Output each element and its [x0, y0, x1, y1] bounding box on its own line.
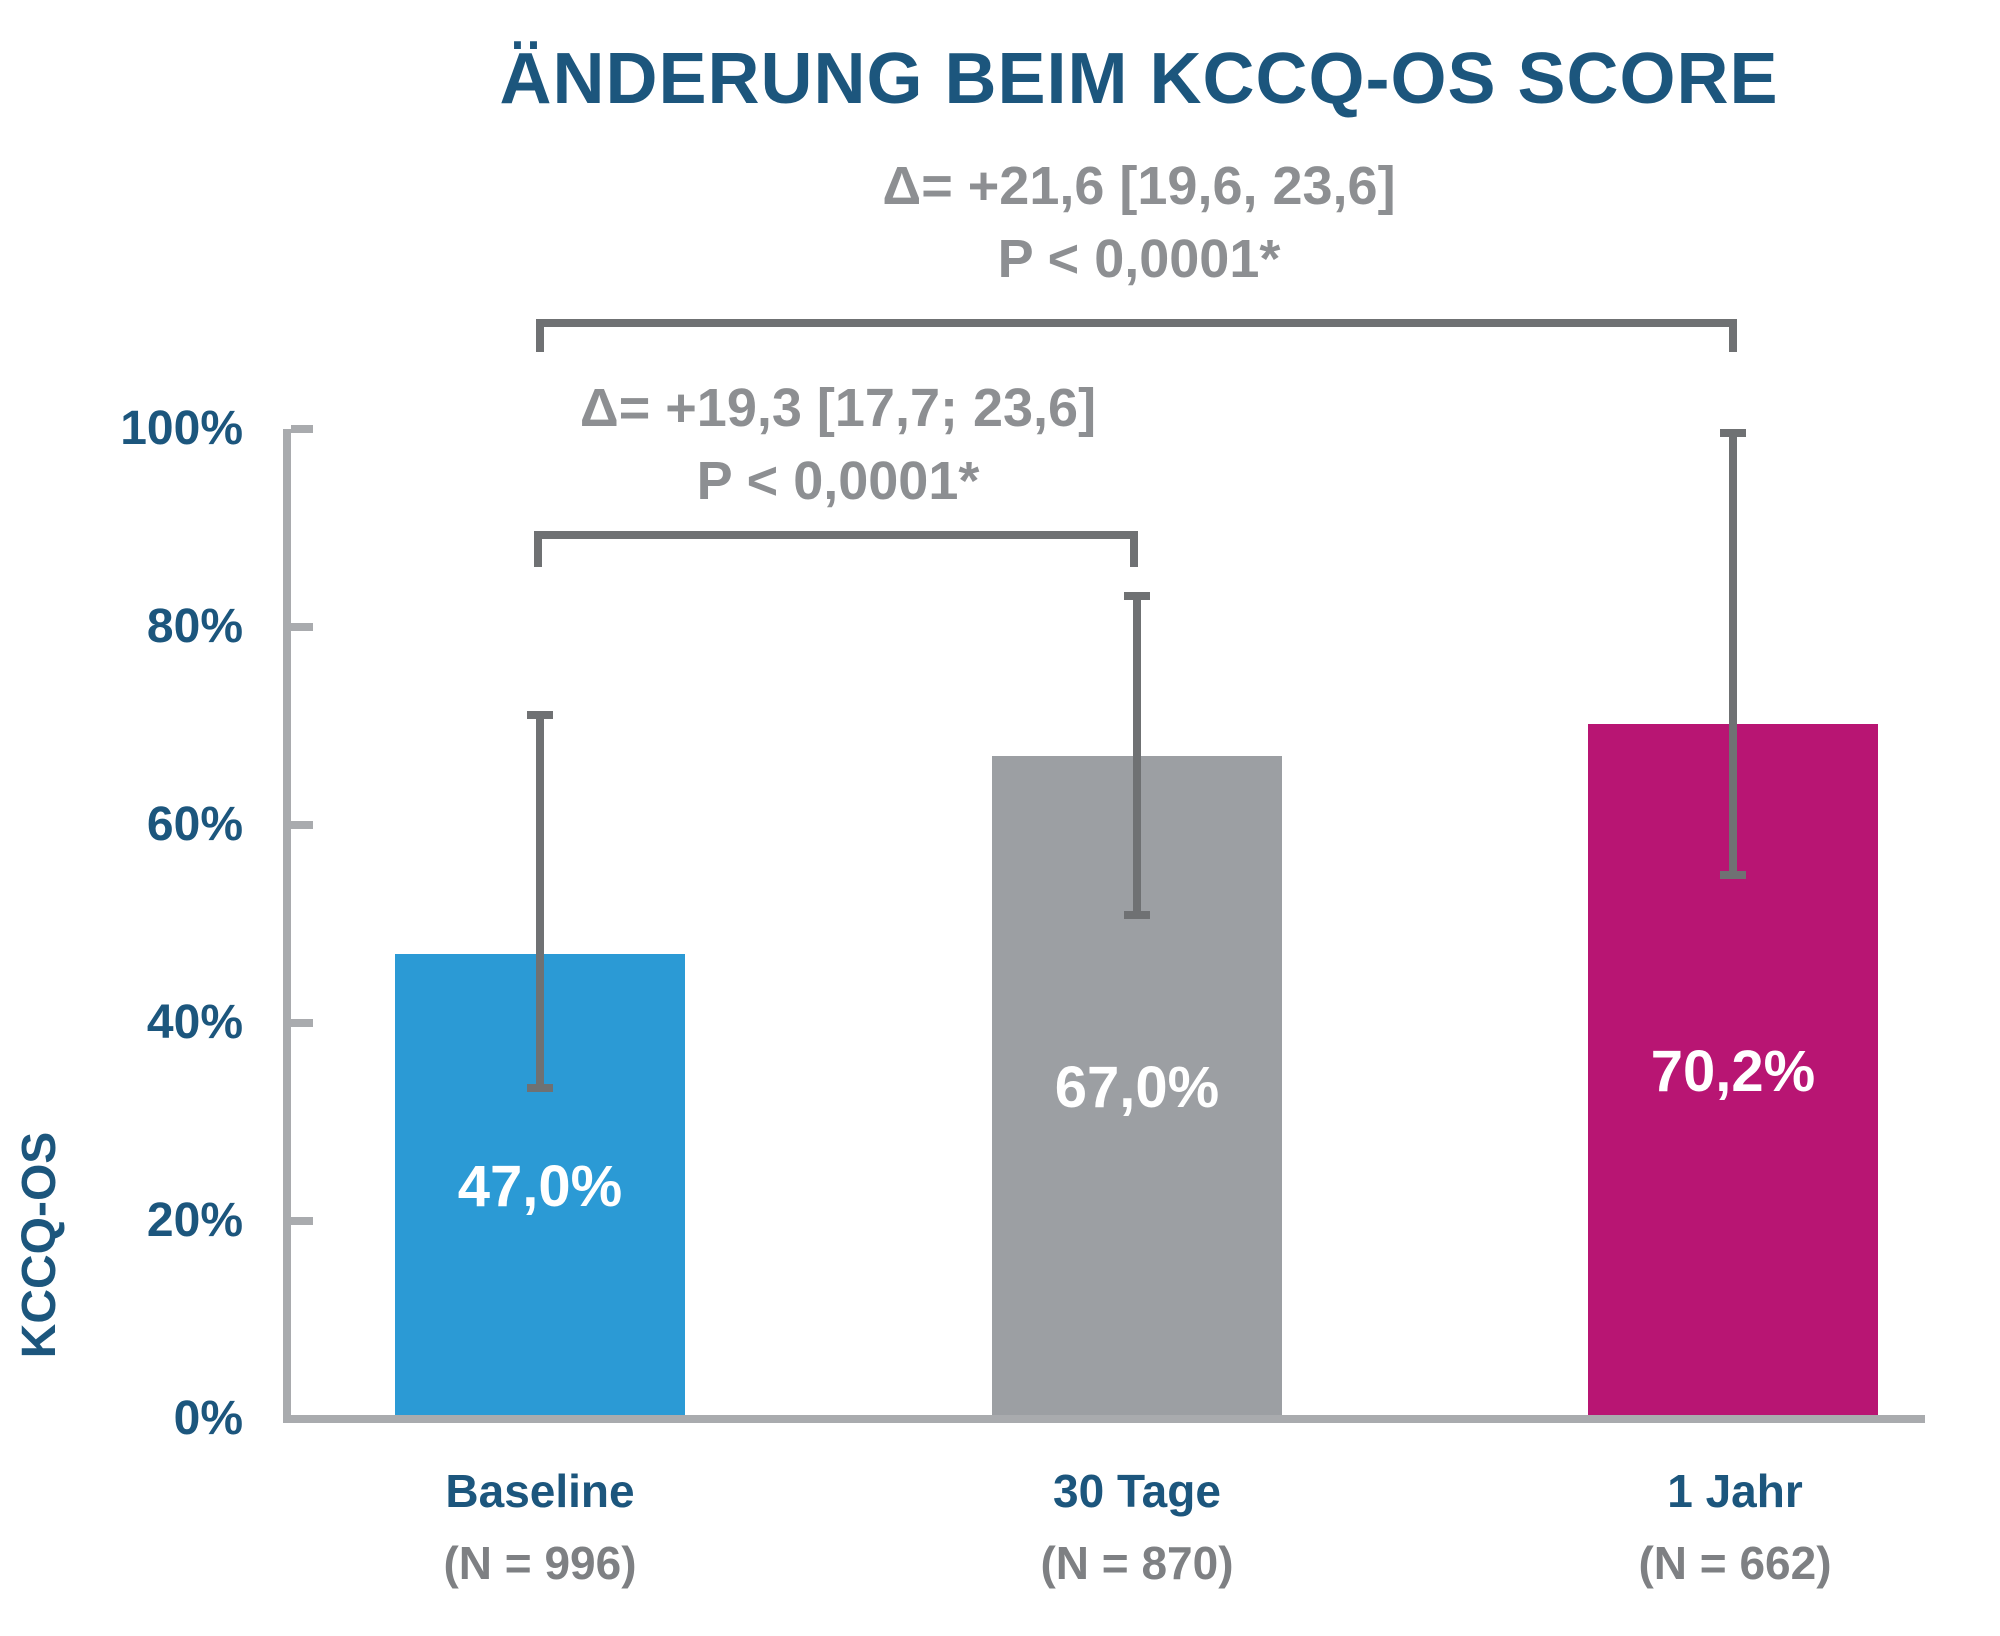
y-tick-20	[291, 1217, 313, 1225]
error-bar-1jahr	[1720, 429, 1746, 880]
y-tick-100	[291, 425, 313, 433]
x-label-1jahr: 1 Jahr (N = 662)	[1485, 1455, 1985, 1599]
y-tick-label-100: 100%	[120, 402, 243, 455]
y-axis-title: KCCQ-OS	[13, 1131, 66, 1359]
p-value: P < 0,0001*	[696, 451, 980, 511]
comparison-annotation-baseline-1jahr: Δ= +21,6 [19,6, 23,6] P < 0,0001*	[639, 150, 1639, 296]
x-label-30tage: 30 Tage (N = 870)	[887, 1455, 1387, 1599]
category-name: Baseline	[445, 1465, 635, 1517]
y-tick-60	[291, 821, 313, 829]
chart-title: ÄNDERUNG BEIM KCCQ-OS SCORE	[499, 39, 1779, 119]
category-n: (N = 662)	[1638, 1537, 1832, 1589]
delta-value: Δ= +21,6 [19,6, 23,6]	[882, 156, 1396, 216]
p-value: P < 0,0001*	[997, 229, 1281, 289]
y-tick-label-0: 0%	[173, 1392, 243, 1445]
error-bar-30tage	[1124, 592, 1150, 920]
y-tick-label-60: 60%	[146, 798, 243, 851]
delta-value: Δ= +19,3 [17,7; 23,6]	[579, 378, 1097, 438]
comparison-annotation-baseline-30tage: Δ= +19,3 [17,7; 23,6] P < 0,0001*	[338, 372, 1338, 518]
bar-value-label: 67,0%	[1054, 1054, 1220, 1120]
y-axis-line	[283, 429, 291, 1423]
category-n: (N = 996)	[443, 1537, 637, 1589]
comparison-bracket-baseline-1jahr	[536, 319, 1737, 352]
y-tick-label-20: 20%	[146, 1194, 243, 1247]
x-label-baseline: Baseline (N = 996)	[290, 1455, 790, 1599]
comparison-bracket-baseline-30tage	[534, 531, 1138, 567]
category-n: (N = 870)	[1040, 1537, 1234, 1589]
bar-value-label: 47,0%	[457, 1153, 623, 1219]
x-axis-line	[283, 1415, 1925, 1423]
y-tick-label-80: 80%	[146, 600, 243, 653]
bar-value-label: 70,2%	[1650, 1039, 1816, 1104]
y-tick-80	[291, 623, 313, 631]
error-bar-baseline	[527, 711, 553, 1093]
y-tick-label-40: 40%	[146, 996, 243, 1049]
category-name: 1 Jahr	[1667, 1465, 1803, 1517]
y-tick-40	[291, 1019, 313, 1027]
category-name: 30 Tage	[1053, 1465, 1221, 1517]
